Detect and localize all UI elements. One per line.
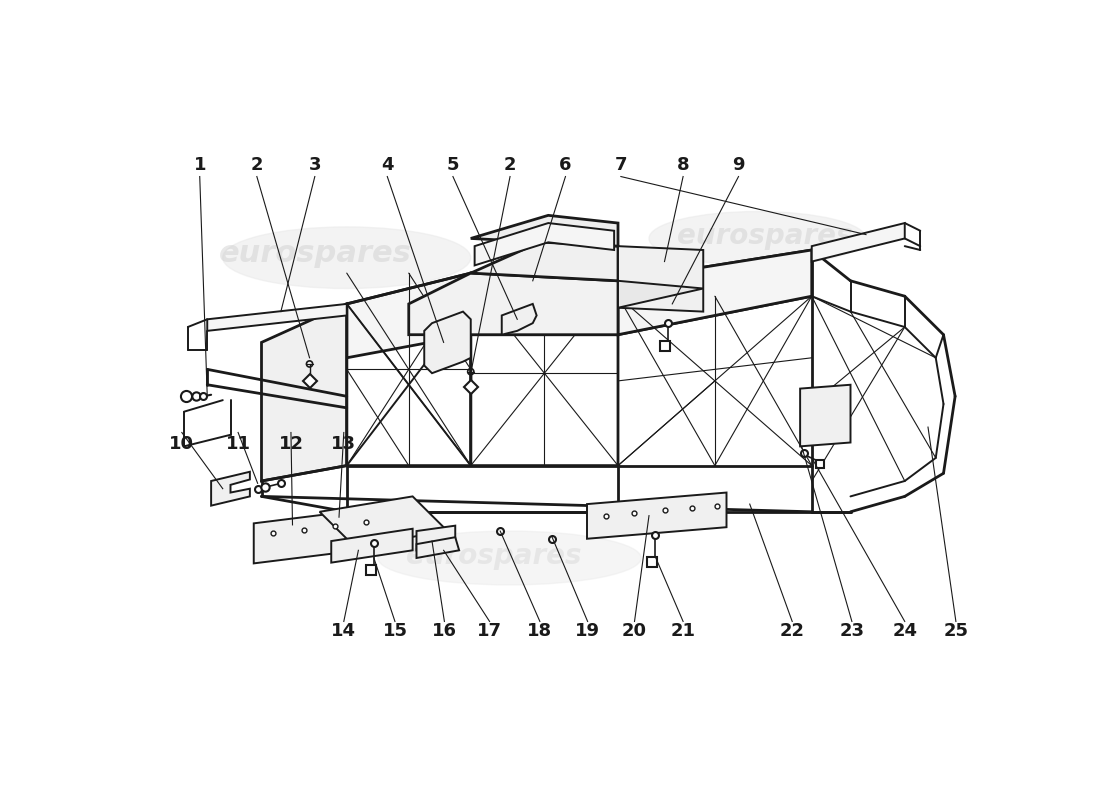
Text: 19: 19: [575, 622, 601, 640]
Text: 3: 3: [309, 156, 321, 174]
Polygon shape: [502, 304, 537, 334]
Text: 12: 12: [278, 435, 304, 453]
Text: 17: 17: [477, 622, 502, 640]
Text: 9: 9: [733, 156, 745, 174]
Text: 13: 13: [331, 435, 356, 453]
Text: 18: 18: [527, 622, 552, 640]
Text: eurospares: eurospares: [219, 239, 412, 268]
Polygon shape: [800, 385, 850, 446]
Text: 7: 7: [615, 156, 627, 174]
Polygon shape: [254, 504, 409, 563]
Ellipse shape: [377, 531, 641, 585]
Text: 8: 8: [676, 156, 690, 174]
Ellipse shape: [649, 211, 866, 266]
Polygon shape: [471, 215, 618, 246]
Polygon shape: [320, 496, 448, 546]
Text: 11: 11: [226, 435, 251, 453]
Polygon shape: [331, 529, 412, 562]
Text: 1: 1: [194, 156, 206, 174]
Text: 20: 20: [621, 622, 647, 640]
Polygon shape: [417, 526, 455, 550]
Polygon shape: [262, 304, 346, 481]
Text: 14: 14: [331, 622, 356, 640]
Polygon shape: [618, 281, 703, 308]
Text: 23: 23: [839, 622, 865, 640]
Text: 21: 21: [671, 622, 695, 640]
Polygon shape: [618, 250, 812, 334]
Polygon shape: [812, 223, 904, 262]
Text: eurospares: eurospares: [678, 222, 852, 250]
Polygon shape: [207, 304, 346, 331]
Text: 24: 24: [892, 622, 917, 640]
Text: 10: 10: [169, 435, 195, 453]
Ellipse shape: [222, 227, 471, 289]
Text: 4: 4: [381, 156, 394, 174]
Text: 16: 16: [432, 622, 456, 640]
Polygon shape: [618, 246, 703, 312]
Text: 6: 6: [559, 156, 572, 174]
Text: 15: 15: [383, 622, 407, 640]
Polygon shape: [587, 493, 726, 538]
Polygon shape: [409, 273, 618, 334]
Text: 2: 2: [251, 156, 263, 174]
Text: 2: 2: [504, 156, 516, 174]
Polygon shape: [471, 238, 618, 281]
Text: 22: 22: [780, 622, 805, 640]
Text: 25: 25: [944, 622, 968, 640]
Polygon shape: [474, 223, 614, 266]
Text: eurospares: eurospares: [406, 542, 582, 570]
Polygon shape: [211, 472, 250, 506]
Text: 5: 5: [447, 156, 459, 174]
Polygon shape: [346, 273, 618, 358]
Polygon shape: [425, 312, 471, 373]
Polygon shape: [417, 538, 459, 558]
